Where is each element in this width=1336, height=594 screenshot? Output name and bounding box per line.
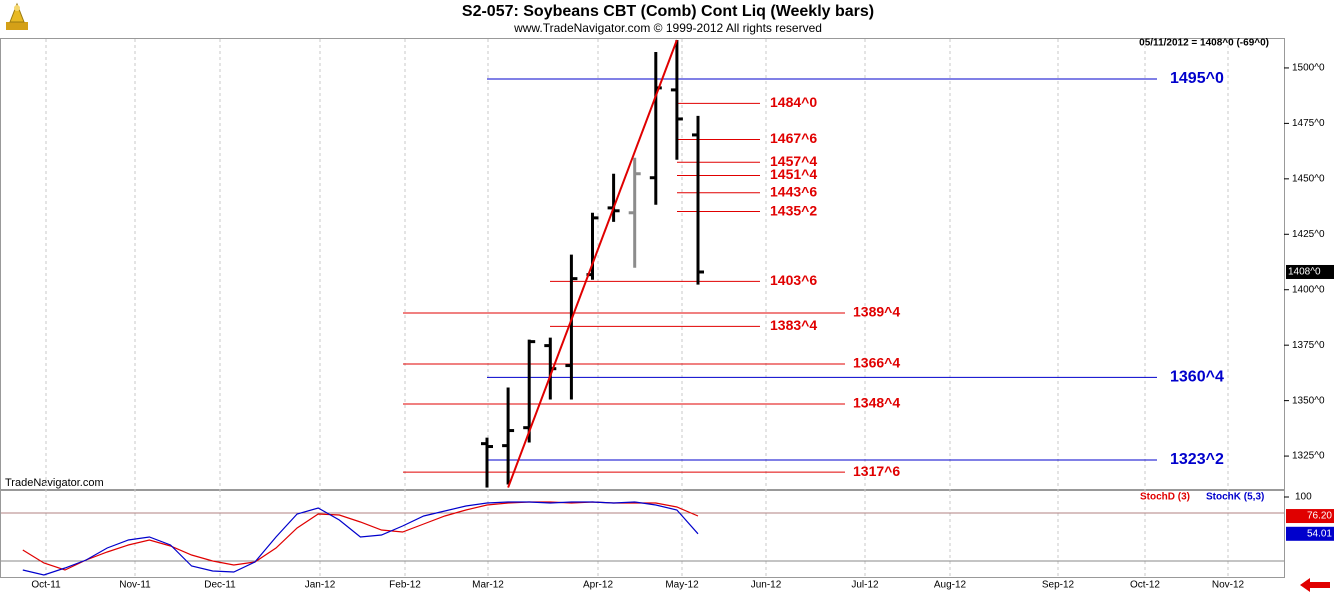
- y-tick-label: 1400^0: [1292, 284, 1325, 295]
- x-tick-label: Jan-12: [305, 580, 336, 591]
- x-tick-label: Dec-11: [204, 580, 236, 591]
- y-tick-label: 1425^0: [1292, 229, 1325, 240]
- x-tick-label: May-12: [665, 580, 699, 591]
- level-label: 1360^4: [1170, 369, 1224, 386]
- level-label: 1435^2: [770, 202, 817, 218]
- level-label: 1348^4: [853, 395, 900, 411]
- x-tick-label: Jul-12: [851, 580, 879, 591]
- chart-subtitle: www.TradeNavigator.com © 1999-2012 All r…: [513, 21, 822, 35]
- logo: [6, 2, 28, 30]
- level-label: 1389^4: [853, 304, 900, 320]
- x-tick-label: Nov-11: [119, 580, 151, 591]
- level-label: 1467^6: [770, 130, 817, 146]
- y-tick-label: 1325^0: [1292, 451, 1325, 462]
- last-quote: 05/11/2012 = 1408^0 (-69^0): [1139, 38, 1269, 49]
- y-tick-label: 1350^0: [1292, 395, 1325, 406]
- x-tick-label: Feb-12: [389, 580, 421, 591]
- x-tick-label: Oct-11: [31, 580, 61, 591]
- level-label: 1495^0: [1170, 70, 1224, 87]
- chart-title: S2-057: Soybeans CBT (Comb) Cont Liq (We…: [462, 3, 874, 20]
- stoch-panel: [0, 490, 1285, 578]
- level-label: 1366^4: [853, 355, 900, 371]
- value-box-label: 54.01: [1307, 528, 1332, 539]
- scroll-arrow[interactable]: [1300, 578, 1330, 592]
- y-tick-label: 1475^0: [1292, 118, 1325, 129]
- x-tick-label: Apr-12: [583, 580, 613, 591]
- y-tick-label: 100: [1295, 492, 1312, 503]
- level-label: 1317^6: [853, 463, 900, 479]
- price-panel: [0, 38, 1285, 490]
- level-label: 1451^4: [770, 166, 817, 182]
- stoch-line: [22, 501, 699, 576]
- x-tick-label: Aug-12: [934, 580, 967, 591]
- level-label: 1403^6: [770, 272, 817, 288]
- legend-entry: StochD (3): [1140, 492, 1190, 503]
- x-tick-label: Sep-12: [1042, 580, 1075, 591]
- watermark: TradeNavigator.com: [5, 477, 104, 489]
- level-label: 1383^4: [770, 317, 817, 333]
- y-tick-label: 1500^0: [1292, 63, 1325, 74]
- y-tick-label: 1450^0: [1292, 173, 1325, 184]
- x-tick-label: Jun-12: [751, 580, 782, 591]
- trendline: [507, 39, 678, 488]
- level-label: 1457^4: [770, 153, 817, 169]
- value-box-label: 76.20: [1307, 511, 1332, 522]
- y-tick-label: 1375^0: [1292, 340, 1325, 351]
- last-price-box: [1286, 264, 1334, 279]
- x-tick-label: Mar-12: [472, 580, 504, 591]
- level-label: 1323^2: [1170, 451, 1224, 468]
- value-box: [1286, 509, 1334, 524]
- x-tick-label: Oct-12: [1130, 580, 1160, 591]
- x-tick-label: Nov-12: [1212, 580, 1245, 591]
- value-box: [1286, 526, 1334, 541]
- legend-entry: StochK (5,3): [1206, 492, 1264, 503]
- level-label: 1484^0: [770, 94, 817, 110]
- last-price-label: 1408^0: [1288, 267, 1321, 278]
- level-label: 1443^6: [770, 183, 817, 199]
